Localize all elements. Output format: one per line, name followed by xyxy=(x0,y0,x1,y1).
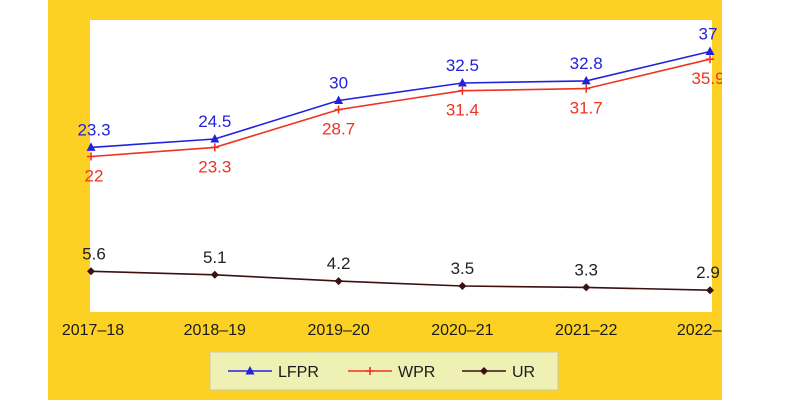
ur-data-label-3: 3.5 xyxy=(451,259,475,278)
legend-marker-ur xyxy=(480,367,488,375)
legend-marker-wpr xyxy=(366,367,374,375)
wpr-data-label-3: 31.4 xyxy=(446,101,479,120)
lfpr-marker-4 xyxy=(581,75,591,85)
legend-marker-lfpr xyxy=(245,366,255,375)
ur-data-label-5: 2.9 xyxy=(696,263,720,282)
lfpr-marker-0 xyxy=(86,142,96,151)
series-markers xyxy=(86,46,715,295)
x-tick-label-0: 2017–18 xyxy=(62,322,124,339)
wpr-marker-0 xyxy=(87,152,95,161)
legend-entry-lfpr: LFPR xyxy=(228,364,319,381)
ur-marker-1 xyxy=(210,270,219,279)
wpr-data-label-1: 23.3 xyxy=(198,157,231,176)
lfpr-data-label-4: 32.8 xyxy=(570,54,603,73)
wpr-data-label-4: 31.7 xyxy=(570,99,603,118)
wpr-marker-2 xyxy=(334,105,343,114)
ur-data-label-4: 3.3 xyxy=(574,260,598,279)
lfpr-marker-1 xyxy=(210,134,220,143)
lfpr-data-label-3: 32.5 xyxy=(446,56,479,75)
lfpr-marker-2 xyxy=(334,95,344,104)
plot-area xyxy=(90,20,712,312)
ur-marker-2 xyxy=(334,277,343,286)
wpr-marker-1 xyxy=(210,143,219,152)
x-axis-tick-labels: 2017–18 2018–19 2019–20 2020–21 2021–22 2022–… xyxy=(62,322,722,339)
x-tick-label-2: 2019–20 xyxy=(307,322,369,339)
data-labels: 23.3 24.5 30 32.5 32.8 37 22 23.3 28.7 31.4 31.7 35… xyxy=(77,25,722,283)
x-tick-label-4: 2021–22 xyxy=(555,322,617,339)
ur-data-label-0: 5.6 xyxy=(82,244,106,263)
legend-label-lfpr: LFPR xyxy=(278,364,319,381)
lfpr-data-label-1: 24.5 xyxy=(198,112,231,131)
x-tick-label-3: 2020–21 xyxy=(431,322,493,339)
lfpr-data-label-5: 37 xyxy=(699,25,718,44)
chart-frame: 23.3 24.5 30 32.5 32.8 37 22 23.3 28.7 31.4 31.7 35… xyxy=(48,0,722,400)
ur-line xyxy=(90,270,711,291)
wpr-data-label-0: 22 xyxy=(85,167,104,186)
wpr-marker-4 xyxy=(582,84,591,93)
line-chart: 23.3 24.5 30 32.5 32.8 37 22 23.3 28.7 31.4 31.7 35… xyxy=(62,20,722,391)
legend: LFPR WPR UR xyxy=(209,351,559,391)
wpr-line xyxy=(90,58,711,158)
legend-entry-wpr: WPR xyxy=(348,364,435,381)
legend-label-wpr: WPR xyxy=(398,364,435,381)
wpr-data-label-2: 28.7 xyxy=(322,120,355,139)
ur-data-label-1: 5.1 xyxy=(203,248,227,267)
lfpr-marker-5 xyxy=(705,46,715,55)
wpr-marker-3 xyxy=(458,86,467,95)
legend-label-ur: UR xyxy=(512,364,535,381)
wpr-marker-5 xyxy=(706,55,714,64)
ur-data-label-2: 4.2 xyxy=(327,254,351,273)
ur-marker-0 xyxy=(87,267,95,276)
legend-entry-ur: UR xyxy=(462,364,535,381)
x-tick-label-1: 2018–19 xyxy=(184,322,246,339)
ur-marker-3 xyxy=(458,282,467,290)
lfpr-line xyxy=(90,50,711,149)
lfpr-marker-3 xyxy=(457,78,467,87)
ur-marker-4 xyxy=(582,283,591,292)
lfpr-data-label-2: 30 xyxy=(329,74,348,93)
series-lines xyxy=(90,50,711,291)
x-tick-label-5: 2022–23 xyxy=(677,322,722,339)
wpr-data-label-5: 35.9 xyxy=(691,69,722,88)
lfpr-data-label-0: 23.3 xyxy=(77,120,110,139)
ur-marker-5 xyxy=(706,286,714,295)
